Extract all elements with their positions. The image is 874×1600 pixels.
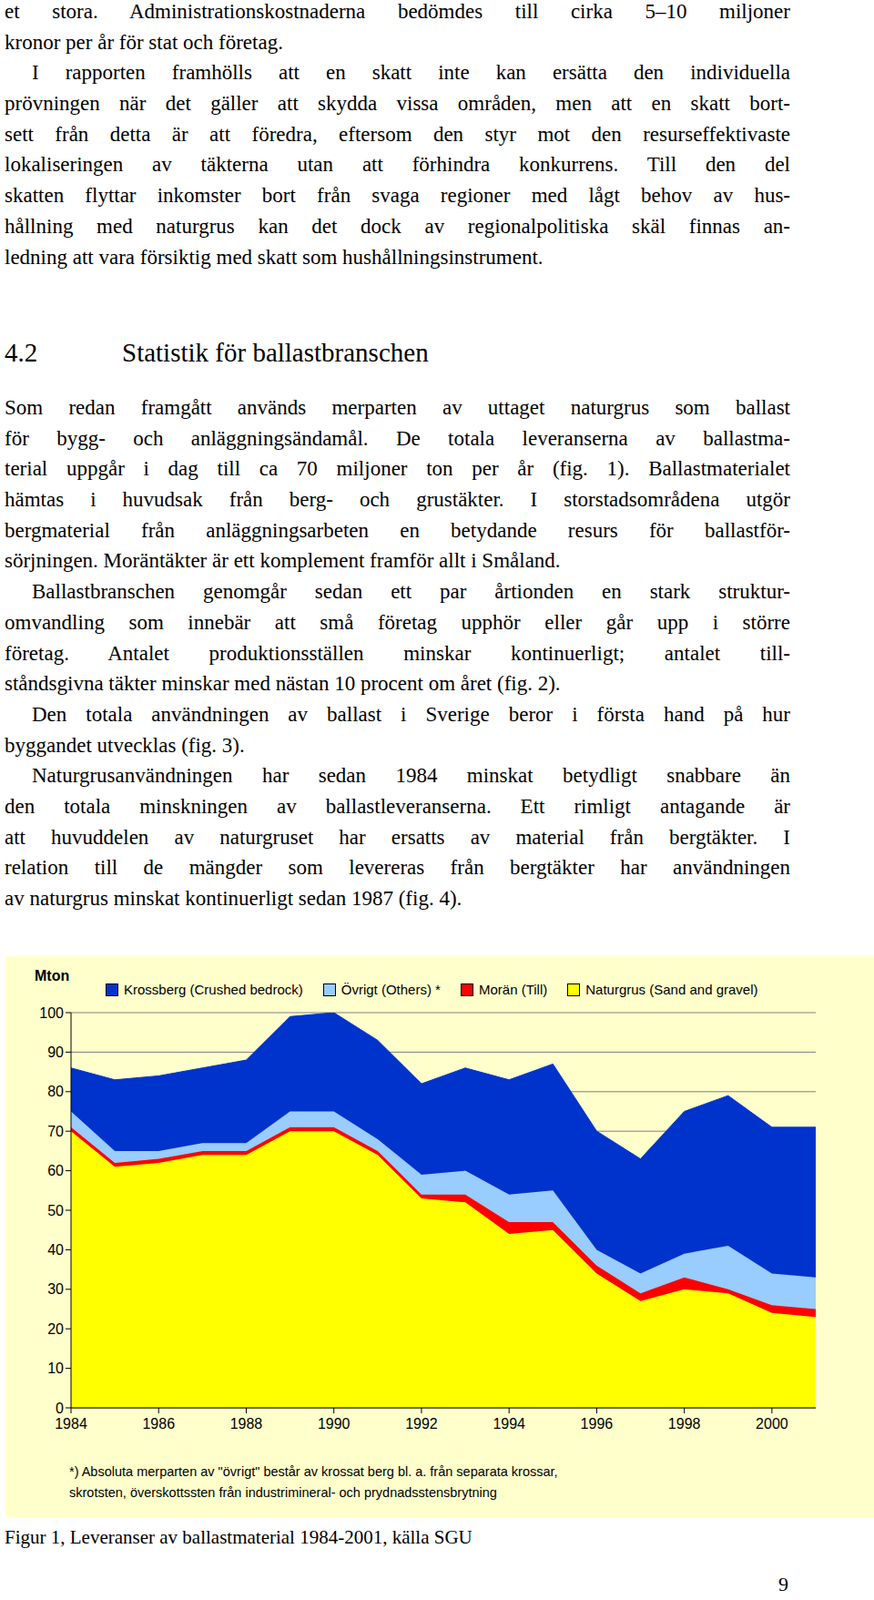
html-text:Ballastbranschen genomgår seda: Ballastbranschen genomgår sedan ett par …	[31, 580, 791, 603]
svg-text:70: 70	[47, 1123, 64, 1139]
html-text:Statistik för ballastbranschen: Statistik för ballastbranschen	[121, 337, 429, 367]
html-text:av naturgrus minskat kontinuer: av naturgrus minskat kontinuerligt sedan…	[4, 886, 462, 910]
svg-text:30: 30	[47, 1280, 64, 1297]
html-text:Som redan framgått används mer: Som redan framgått används merparten av …	[4, 396, 791, 419]
svg-text:40: 40	[47, 1241, 64, 1258]
html-text:ståndsgivna täkter minskar med: ståndsgivna täkter minskar med nästan 10…	[4, 672, 561, 695]
html-text:Naturgrus (Sand and gravel): Naturgrus (Sand and gravel)	[585, 981, 758, 997]
html-text:bergmaterial från anläggningsa: bergmaterial från anläggningsarbeten en …	[4, 518, 791, 542]
html-text:skrotsten, överskottssten från: skrotsten, överskottssten från industrim…	[69, 1484, 497, 1500]
html-text:Naturgrusanvändningen har seda: Naturgrusanvändningen har sedan 1984 min…	[31, 764, 791, 787]
svg-text:10: 10	[47, 1360, 64, 1376]
html-text:att huvuddelen av naturgruset: att huvuddelen av naturgruset har ersatt…	[4, 825, 791, 849]
svg-text:20: 20	[47, 1321, 64, 1337]
html-text:I rapporten framhölls att en s: I rapporten framhölls att en skatt inte …	[31, 61, 791, 85]
svg-text:50: 50	[47, 1202, 64, 1219]
html-text:den totala minskningen av ball: den totala minskningen av ballastleveran…	[4, 794, 791, 818]
svg-text:80: 80	[47, 1083, 64, 1099]
html-text:prövningen när det gäller att: prövningen när det gäller att skydda vis…	[4, 92, 791, 115]
html-text:sörjningen. Moräntäkter är ett: sörjningen. Moräntäkter är ett komplemen…	[4, 549, 561, 573]
html-text:Den totala användningen av bal: Den totala användningen av ballast i Sve…	[31, 702, 791, 726]
svg-text:100: 100	[39, 1005, 64, 1021]
svg-text:0: 0	[55, 1400, 64, 1416]
svg-text:1996: 1996	[580, 1415, 614, 1432]
html-text:hållning med naturgrus kan det: hållning med naturgrus kan det dock av r…	[4, 214, 791, 238]
html-text:byggandet utvecklas (fig. 3).: byggandet utvecklas (fig. 3).	[4, 733, 245, 757]
html-text:Övrigt (Others) *: Övrigt (Others) *	[341, 981, 441, 997]
html-text:hämtas i huvudsak från berg- o: hämtas i huvudsak från berg- och grustäk…	[4, 488, 791, 511]
html-text:terial uppgår i dag till ca 70: terial uppgår i dag till ca 70 miljoner …	[4, 457, 791, 481]
svg-text:2000: 2000	[755, 1415, 789, 1432]
svg-text:1990: 1990	[317, 1415, 351, 1432]
svg-text:1994: 1994	[492, 1415, 526, 1432]
html-text:omvandling som innebär att små: omvandling som innebär att små företag u…	[4, 610, 791, 634]
html-text:kronor per år för stat och för: kronor per år för stat och företag.	[4, 30, 284, 54]
svg-text:1988: 1988	[230, 1415, 264, 1432]
html-text:et stora. Administrationskostn: et stora. Administrationskostnaderna bed…	[4, 0, 791, 23]
html-text:för bygg- och anläggningsändam: för bygg- och anläggningsändamål. De tot…	[4, 426, 791, 450]
svg-text:1984: 1984	[54, 1415, 88, 1432]
html-text:*) Absoluta merparten av "övri: *) Absoluta merparten av "övrigt" består…	[69, 1463, 558, 1479]
html-text:sett från detta är att föredra: sett från detta är att föredra, eftersom…	[4, 122, 791, 146]
svg-text:1986: 1986	[142, 1415, 175, 1432]
html-text:Krossberg (Crushed bedrock): Krossberg (Crushed bedrock)	[123, 981, 303, 997]
html-text:ledning att vara försiktig med: ledning att vara försiktig med skatt som…	[4, 245, 544, 269]
html-text:Morän (Till): Morän (Till)	[478, 981, 548, 997]
html-text:företag. Antalet produktionsst: företag. Antalet produktionsställen mins…	[4, 641, 791, 665]
html-text:4.2: 4.2	[4, 337, 38, 367]
html-text:lokaliseringen av täkterna uta: lokaliseringen av täkterna utan att förh…	[4, 153, 791, 177]
html-text:skatten flyttar inkomster bort: skatten flyttar inkomster bort från svag…	[4, 183, 791, 207]
svg-text:1998: 1998	[668, 1415, 702, 1432]
svg-text:60: 60	[47, 1162, 64, 1179]
svg-text:90: 90	[47, 1044, 64, 1060]
html-text:Mton: Mton	[34, 967, 70, 984]
html-text:Figur 1, Leveranser av ballast: Figur 1, Leveranser av ballastmaterial 1…	[4, 1525, 473, 1548]
svg-text:1992: 1992	[405, 1415, 438, 1432]
html-text:relation till de mängder som l: relation till de mängder som levereras f…	[4, 856, 791, 879]
html-text:9: 9	[778, 1572, 789, 1596]
